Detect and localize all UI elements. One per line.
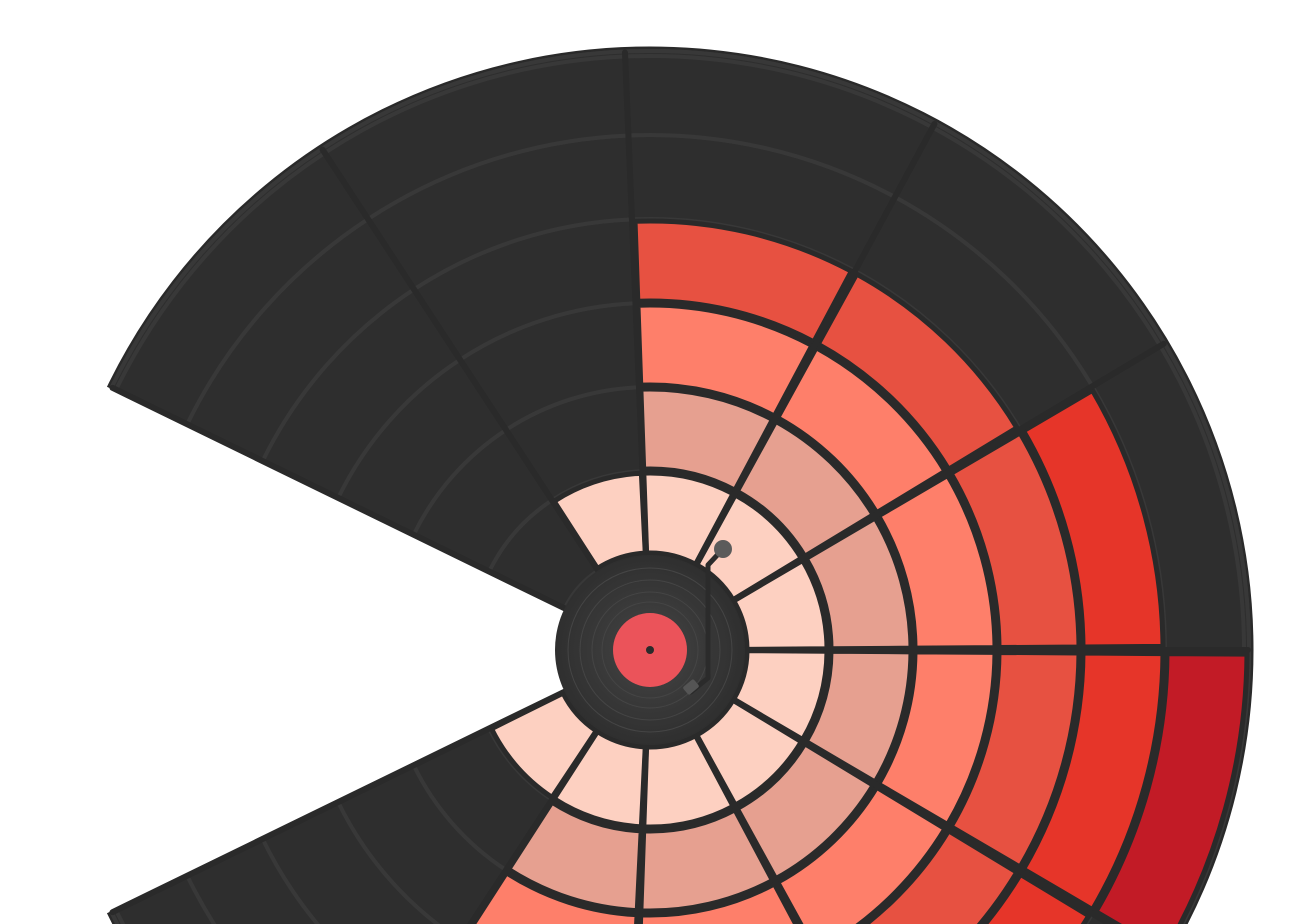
record-groove xyxy=(567,567,733,733)
heat-cell xyxy=(861,828,1020,924)
heat-cell xyxy=(1020,387,1166,650)
record-groove xyxy=(579,579,721,721)
sector-divider xyxy=(692,120,938,570)
record-groove xyxy=(601,601,699,699)
sector-divider xyxy=(692,730,802,924)
sector-divider xyxy=(728,695,1116,924)
sector-divider xyxy=(635,741,650,924)
sector-divider xyxy=(728,340,1167,605)
sector-divider xyxy=(319,146,601,574)
heat-cell xyxy=(1020,650,1166,913)
record-player xyxy=(555,540,745,745)
heat-cell xyxy=(637,881,799,924)
tonearm-pivot xyxy=(714,540,732,558)
sector-divider xyxy=(467,726,601,924)
heat-cell xyxy=(1093,651,1250,924)
heat-cell xyxy=(982,871,1092,924)
sector-divider xyxy=(109,688,568,916)
record-spindle xyxy=(646,646,654,654)
tonearm-headshell xyxy=(683,679,699,695)
heat-cells-layer xyxy=(109,49,1251,924)
sector-divider xyxy=(621,49,650,559)
sector-divider xyxy=(109,384,568,612)
tonearm xyxy=(688,547,725,695)
